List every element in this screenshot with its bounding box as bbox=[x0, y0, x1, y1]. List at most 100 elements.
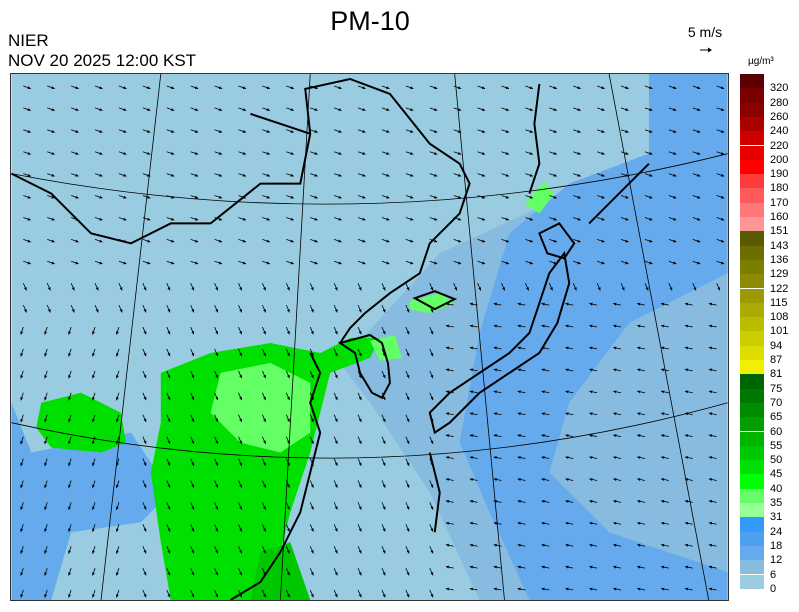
wind-vector-head bbox=[44, 375, 48, 379]
wind-vector-head bbox=[358, 352, 362, 357]
wind-vector-head bbox=[493, 390, 497, 394]
datetime-label: NOV 20 2025 12:00 KST bbox=[8, 51, 197, 70]
wind-vector-head bbox=[119, 309, 123, 313]
legend-color-box bbox=[740, 531, 764, 546]
wind-vector-head bbox=[147, 217, 151, 221]
wind-vector-head bbox=[191, 287, 195, 291]
kuril-islands bbox=[588, 162, 650, 225]
wind-vector-head bbox=[75, 151, 79, 155]
wind-vector-head bbox=[143, 309, 147, 313]
legend-color-box bbox=[740, 517, 764, 532]
legend-label: 94 bbox=[770, 339, 783, 352]
wind-vector-head bbox=[123, 130, 127, 133]
wind-vector-head bbox=[720, 86, 725, 90]
wind-vector-head bbox=[625, 86, 629, 90]
wind-vector-head bbox=[613, 587, 617, 591]
wind-vector-head bbox=[194, 217, 199, 221]
wind-vector-head bbox=[469, 521, 473, 525]
wind-vector-head bbox=[684, 478, 689, 481]
wind-vector-head bbox=[362, 261, 366, 265]
wind-vector-head bbox=[589, 587, 593, 591]
legend-label: 31 bbox=[770, 511, 783, 524]
wind-vector-head bbox=[601, 130, 605, 133]
wind-vector-head bbox=[334, 528, 338, 532]
wind-vector-head bbox=[645, 287, 649, 291]
legend-label: 129 bbox=[770, 268, 789, 281]
wind-vector-head bbox=[382, 506, 386, 510]
wind-vector-head bbox=[215, 550, 218, 554]
wind-vector-head bbox=[637, 434, 641, 438]
wind-vector-head bbox=[410, 108, 414, 111]
wind-vector-head bbox=[684, 565, 689, 569]
wind-vector-head bbox=[613, 565, 617, 569]
wind-vector-head bbox=[406, 287, 410, 291]
ryukyu-islands bbox=[428, 452, 441, 533]
wind-vector-head bbox=[493, 587, 497, 591]
wind-vector-head bbox=[577, 86, 581, 90]
legend-color-box bbox=[740, 288, 764, 303]
wind-vector-head bbox=[469, 543, 473, 547]
wind-vector-head bbox=[661, 390, 665, 394]
wind-vector-head bbox=[589, 478, 593, 481]
wind-vector-head bbox=[613, 346, 617, 350]
wind-vector-head bbox=[481, 217, 486, 221]
wind-vector-head bbox=[696, 239, 701, 243]
wind-vector-head bbox=[191, 330, 195, 335]
wind-vector-head bbox=[684, 302, 689, 306]
wind-vector-head bbox=[23, 309, 27, 313]
wind-vector-head bbox=[517, 521, 521, 525]
wind-vector-head bbox=[382, 418, 386, 422]
wind-vector-head bbox=[601, 261, 605, 265]
wind-vector-head bbox=[27, 195, 31, 199]
wind-vector-head bbox=[430, 572, 434, 576]
wind-vector-head bbox=[565, 521, 569, 525]
wind-vector-head bbox=[433, 217, 438, 221]
wind-vector-head bbox=[382, 572, 386, 576]
wind-vector-head bbox=[239, 309, 242, 313]
wind-vector-head bbox=[191, 374, 195, 379]
wind-vector-head bbox=[362, 217, 366, 221]
wind-vector-head bbox=[565, 434, 569, 438]
wind-vector-head bbox=[649, 217, 653, 221]
wind-vector-head bbox=[170, 173, 175, 177]
wind-vector-head bbox=[433, 130, 438, 133]
wind-vector-head bbox=[334, 418, 338, 422]
wind-vector-head bbox=[673, 217, 677, 221]
wind-vector-head bbox=[406, 506, 410, 510]
wind-vector-head bbox=[44, 550, 48, 554]
wind-vector-head bbox=[684, 390, 689, 394]
wind-vector-head bbox=[266, 239, 270, 243]
wind-vector-head bbox=[263, 330, 266, 335]
wind-vector-head bbox=[47, 287, 51, 291]
wind-vector-head bbox=[517, 368, 521, 372]
legend-label: 87 bbox=[770, 354, 783, 366]
wind-vector-head bbox=[286, 572, 290, 576]
wind-vector-head bbox=[362, 195, 366, 199]
wind-vector-head bbox=[115, 572, 119, 576]
legend-color-box bbox=[740, 388, 764, 403]
wind-vector-head bbox=[358, 593, 362, 598]
wind-vector-head bbox=[696, 86, 701, 90]
wind-vector-head bbox=[362, 130, 366, 133]
wind-vector-head bbox=[310, 440, 314, 444]
wind-vector-head bbox=[362, 239, 366, 243]
wind-vector-head bbox=[541, 324, 545, 328]
wind-vector-head bbox=[565, 390, 569, 394]
wind-vector-head bbox=[44, 506, 48, 510]
wind-vector-head bbox=[601, 86, 605, 90]
wind-vector-head bbox=[613, 302, 617, 306]
wind-vector-head bbox=[673, 108, 677, 111]
wind-vector-head bbox=[386, 173, 390, 177]
wind-vector-head bbox=[720, 217, 725, 221]
wind-vector-head bbox=[123, 173, 127, 177]
wind-vector-head bbox=[44, 397, 48, 401]
wind-vector-head bbox=[338, 217, 342, 221]
wind-vector-head bbox=[92, 484, 95, 489]
wind-vector-head bbox=[286, 309, 290, 313]
wind-vector-head bbox=[454, 287, 458, 291]
longitude-line bbox=[100, 74, 162, 600]
wind-vector-head bbox=[625, 239, 629, 243]
wind-vector-head bbox=[334, 593, 338, 598]
wind-vector-head bbox=[457, 239, 462, 243]
wind-vector-head bbox=[589, 543, 593, 547]
